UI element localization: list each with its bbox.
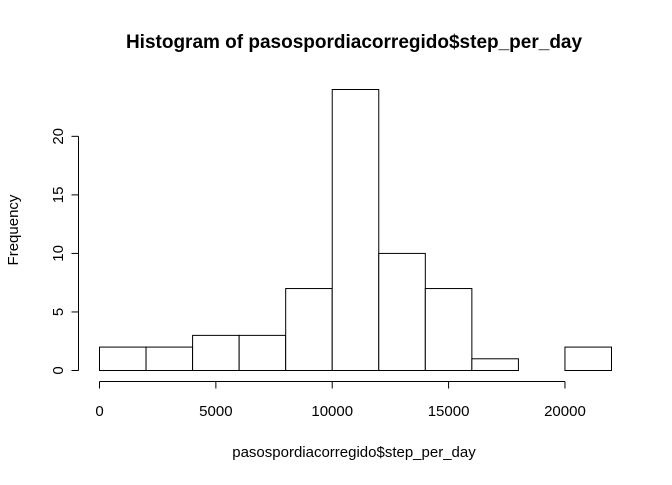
x-axis: 0 5000 10000 15000 20000	[95, 381, 586, 420]
x-tick-label-2: 10000	[311, 403, 353, 420]
y-tick-label-0: 0	[50, 366, 67, 374]
histogram-bar-5	[331, 89, 380, 371]
x-tick-label-0: 0	[95, 403, 103, 420]
histogram-bar-10	[564, 346, 612, 372]
histogram-bar-4	[285, 288, 333, 371]
histogram-bar-8	[471, 358, 519, 371]
histogram-bar-3	[238, 334, 287, 371]
y-axis: 0 5 10 15 20	[50, 128, 79, 375]
x-tick-label-1: 5000	[199, 403, 232, 420]
histogram-bar-2	[192, 334, 240, 371]
y-tick-label-3: 15	[50, 187, 67, 204]
y-axis-label: Frequency	[5, 194, 22, 265]
histogram-bar-1	[145, 346, 194, 372]
x-tick-label-3: 15000	[428, 403, 470, 420]
histogram-bar-7	[424, 288, 473, 371]
y-tick-label-2: 10	[50, 245, 67, 262]
x-tick-label-4: 20000	[544, 403, 586, 420]
x-axis-label: pasospordiacorregido$step_per_day	[232, 444, 476, 461]
histogram-bar-0	[99, 346, 147, 372]
y-tick-label-1: 5	[50, 308, 67, 316]
chart-title: Histogram of pasospordiacorregido$step_p…	[126, 32, 583, 53]
histogram-bar-6	[378, 252, 426, 372]
bars-group	[99, 89, 612, 372]
y-tick-label-4: 20	[50, 128, 67, 145]
